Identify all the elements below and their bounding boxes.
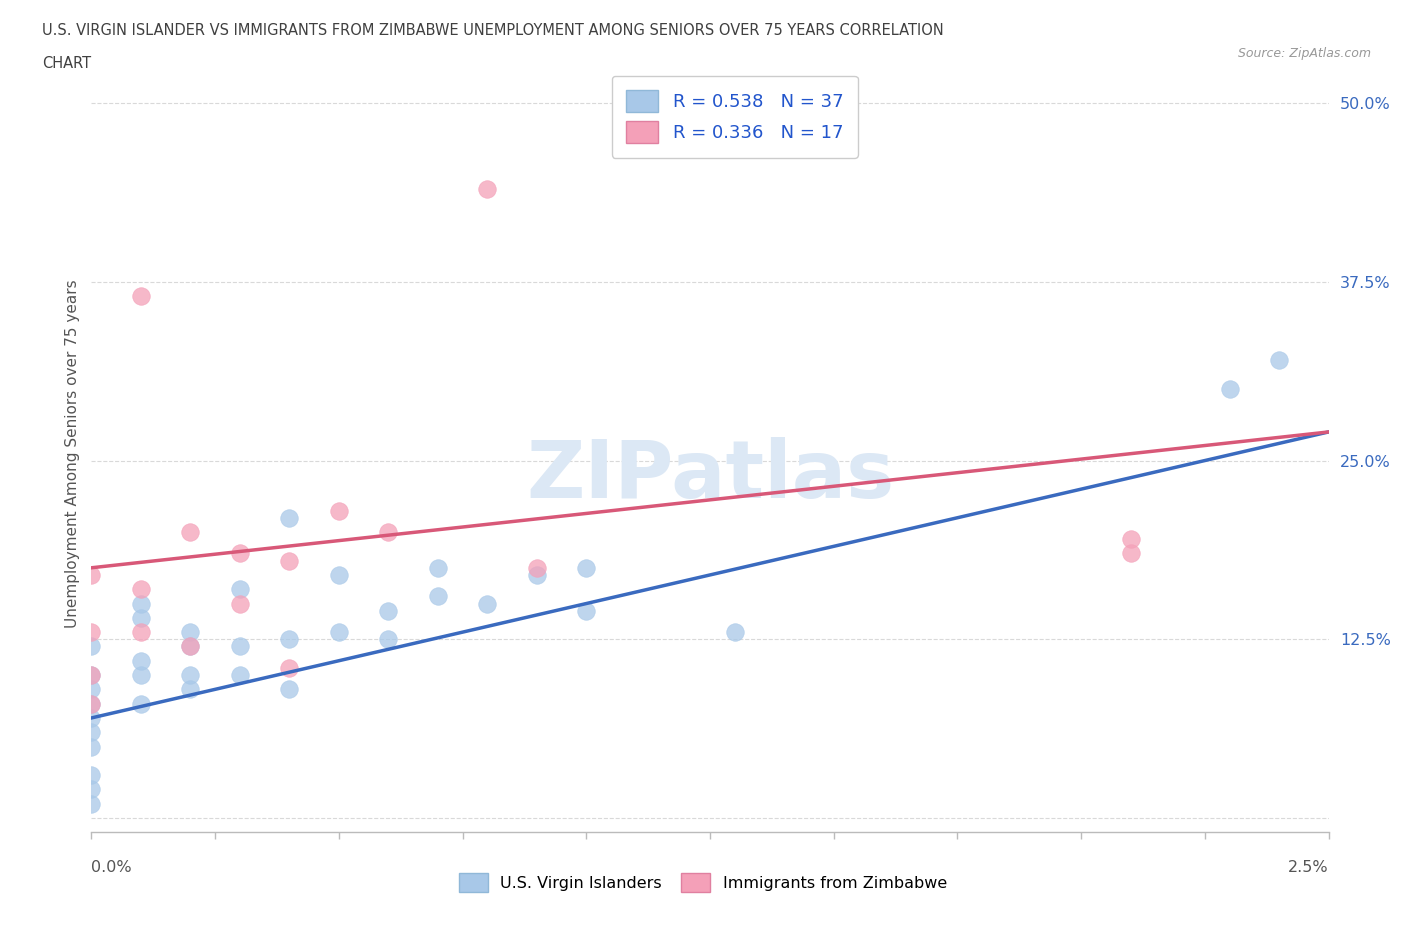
Point [377, 604, 399, 618]
Point [179, 639, 201, 654]
Point [80, 697, 103, 711]
Point [1219, 381, 1241, 396]
Point [80, 682, 103, 697]
Point [278, 511, 301, 525]
Point [229, 668, 252, 683]
Y-axis label: Unemployment Among Seniors over 75 years: Unemployment Among Seniors over 75 years [65, 279, 80, 628]
Point [426, 589, 449, 604]
Point [724, 625, 747, 640]
Point [575, 561, 598, 576]
Point [80, 782, 103, 797]
Point [80, 739, 103, 754]
Point [80, 668, 103, 683]
Point [179, 668, 201, 683]
Point [80, 668, 103, 683]
Point [1268, 353, 1291, 368]
Text: ZIPatlas: ZIPatlas [526, 437, 894, 515]
Text: CHART: CHART [42, 56, 91, 71]
Point [80, 625, 103, 640]
Point [80, 697, 103, 711]
Legend: R = 0.538   N = 37, R = 0.336   N = 17: R = 0.538 N = 37, R = 0.336 N = 17 [612, 76, 858, 158]
Point [526, 567, 548, 582]
Point [129, 625, 152, 640]
Text: 2.5%: 2.5% [1288, 860, 1329, 875]
Point [278, 682, 301, 697]
Point [229, 639, 252, 654]
Point [129, 697, 152, 711]
Point [377, 525, 399, 539]
Legend: U.S. Virgin Islanders, Immigrants from Zimbabwe: U.S. Virgin Islanders, Immigrants from Z… [453, 867, 953, 898]
Point [179, 525, 201, 539]
Point [426, 561, 449, 576]
Point [80, 711, 103, 725]
Point [278, 631, 301, 646]
Point [526, 561, 548, 576]
Point [229, 596, 252, 611]
Point [477, 596, 499, 611]
Point [80, 567, 103, 582]
Point [129, 582, 152, 597]
Text: U.S. VIRGIN ISLANDER VS IMMIGRANTS FROM ZIMBABWE UNEMPLOYMENT AMONG SENIORS OVER: U.S. VIRGIN ISLANDER VS IMMIGRANTS FROM … [42, 23, 943, 38]
Point [377, 631, 399, 646]
Point [80, 796, 103, 811]
Point [1119, 532, 1142, 547]
Point [129, 653, 152, 668]
Point [328, 567, 350, 582]
Point [80, 724, 103, 739]
Point [129, 288, 152, 303]
Point [1119, 546, 1142, 561]
Point [575, 604, 598, 618]
Point [278, 660, 301, 675]
Text: 0.0%: 0.0% [91, 860, 132, 875]
Point [80, 639, 103, 654]
Point [129, 610, 152, 625]
Text: Source: ZipAtlas.com: Source: ZipAtlas.com [1237, 46, 1371, 60]
Point [229, 582, 252, 597]
Point [328, 503, 350, 518]
Point [278, 553, 301, 568]
Point [80, 767, 103, 782]
Point [179, 682, 201, 697]
Point [328, 625, 350, 640]
Point [179, 625, 201, 640]
Point [129, 668, 152, 683]
Point [229, 546, 252, 561]
Point [477, 181, 499, 196]
Point [129, 596, 152, 611]
Point [179, 639, 201, 654]
